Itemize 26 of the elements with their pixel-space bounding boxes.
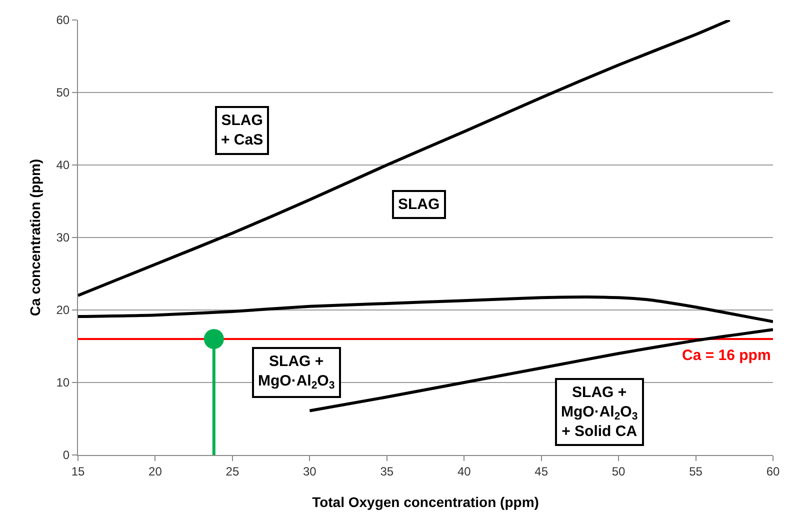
annotation: SLAG — [398, 196, 440, 213]
annotation: SLAG + CaS — [221, 112, 264, 148]
y-tick-label: 40 — [56, 158, 70, 172]
x-tick-label: 50 — [612, 464, 626, 478]
x-tick-label: 25 — [226, 464, 240, 478]
y-axis-title: Ca concentration (ppm) — [27, 158, 43, 316]
y-tick-label: 30 — [56, 230, 70, 245]
ref-line-label: Ca = 16 ppm — [682, 347, 771, 364]
y-tick-label: 10 — [56, 376, 70, 390]
x-tick-label: 60 — [766, 464, 780, 478]
x-tick-label: 20 — [148, 464, 162, 478]
x-tick-label: 40 — [457, 464, 472, 478]
y-tick-label: 0 — [62, 448, 70, 462]
line-series — [78, 295, 773, 324]
line-series — [78, 20, 732, 297]
x-tick-label: 55 — [689, 464, 703, 478]
y-tick-label: 50 — [56, 86, 70, 100]
x-tick-label: 35 — [380, 464, 394, 478]
x-tick-label: 30 — [302, 464, 317, 478]
annotation: SLAG + MgO·Al$_{2}$O$_{3}$ — [258, 353, 335, 392]
x-tick-label: 15 — [71, 464, 85, 478]
annotation: SLAG + MgO·Al$_{2}$O$_{3}$ + Solid CA — [561, 384, 638, 440]
y-tick-label: 60 — [56, 13, 70, 28]
x-tick-label: 45 — [534, 464, 548, 478]
y-tick-label: 20 — [56, 303, 70, 318]
x-axis-title: Total Oxygen concentration (ppm) — [312, 494, 539, 510]
